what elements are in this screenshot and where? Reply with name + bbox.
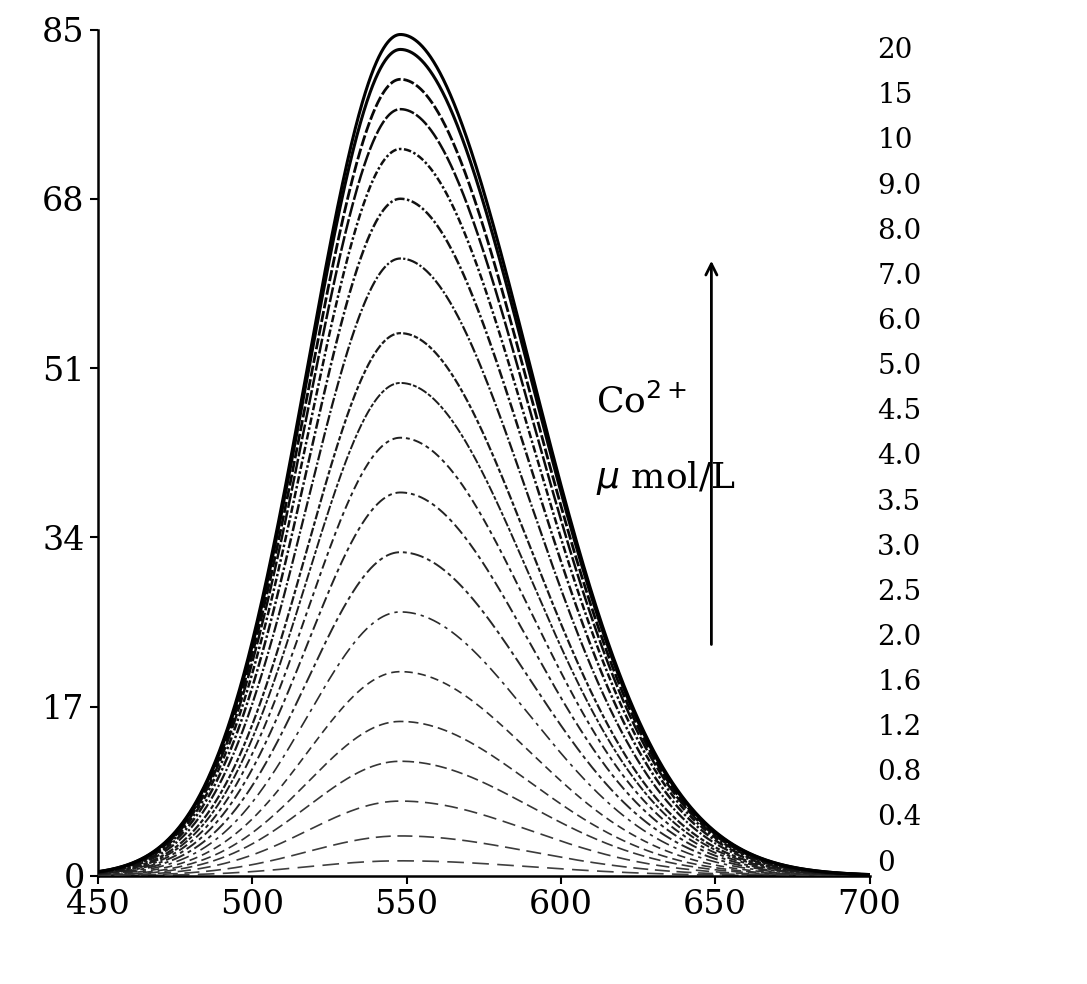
Text: 0: 0 — [877, 849, 895, 877]
Text: $\mu$ mol/L: $\mu$ mol/L — [596, 459, 736, 497]
Text: 9.0: 9.0 — [877, 172, 922, 200]
Text: 4.5: 4.5 — [877, 399, 922, 425]
Text: 1.6: 1.6 — [877, 669, 922, 696]
Text: 7.0: 7.0 — [877, 263, 922, 290]
Text: 3.0: 3.0 — [877, 533, 922, 561]
Text: 15: 15 — [877, 83, 913, 109]
Text: 1.2: 1.2 — [877, 714, 922, 741]
Text: 6.0: 6.0 — [877, 308, 922, 335]
Text: 0.4: 0.4 — [877, 805, 922, 831]
Text: 2.5: 2.5 — [877, 579, 922, 606]
Text: 4.0: 4.0 — [877, 444, 922, 470]
Text: 0.8: 0.8 — [877, 760, 922, 786]
Text: 3.5: 3.5 — [877, 488, 922, 516]
Text: 8.0: 8.0 — [877, 217, 922, 245]
Text: 2.0: 2.0 — [877, 624, 922, 650]
Text: 5.0: 5.0 — [877, 353, 922, 380]
Text: Co$^{2+}$: Co$^{2+}$ — [596, 384, 687, 420]
Text: 20: 20 — [877, 37, 913, 64]
Text: 10: 10 — [877, 128, 913, 154]
